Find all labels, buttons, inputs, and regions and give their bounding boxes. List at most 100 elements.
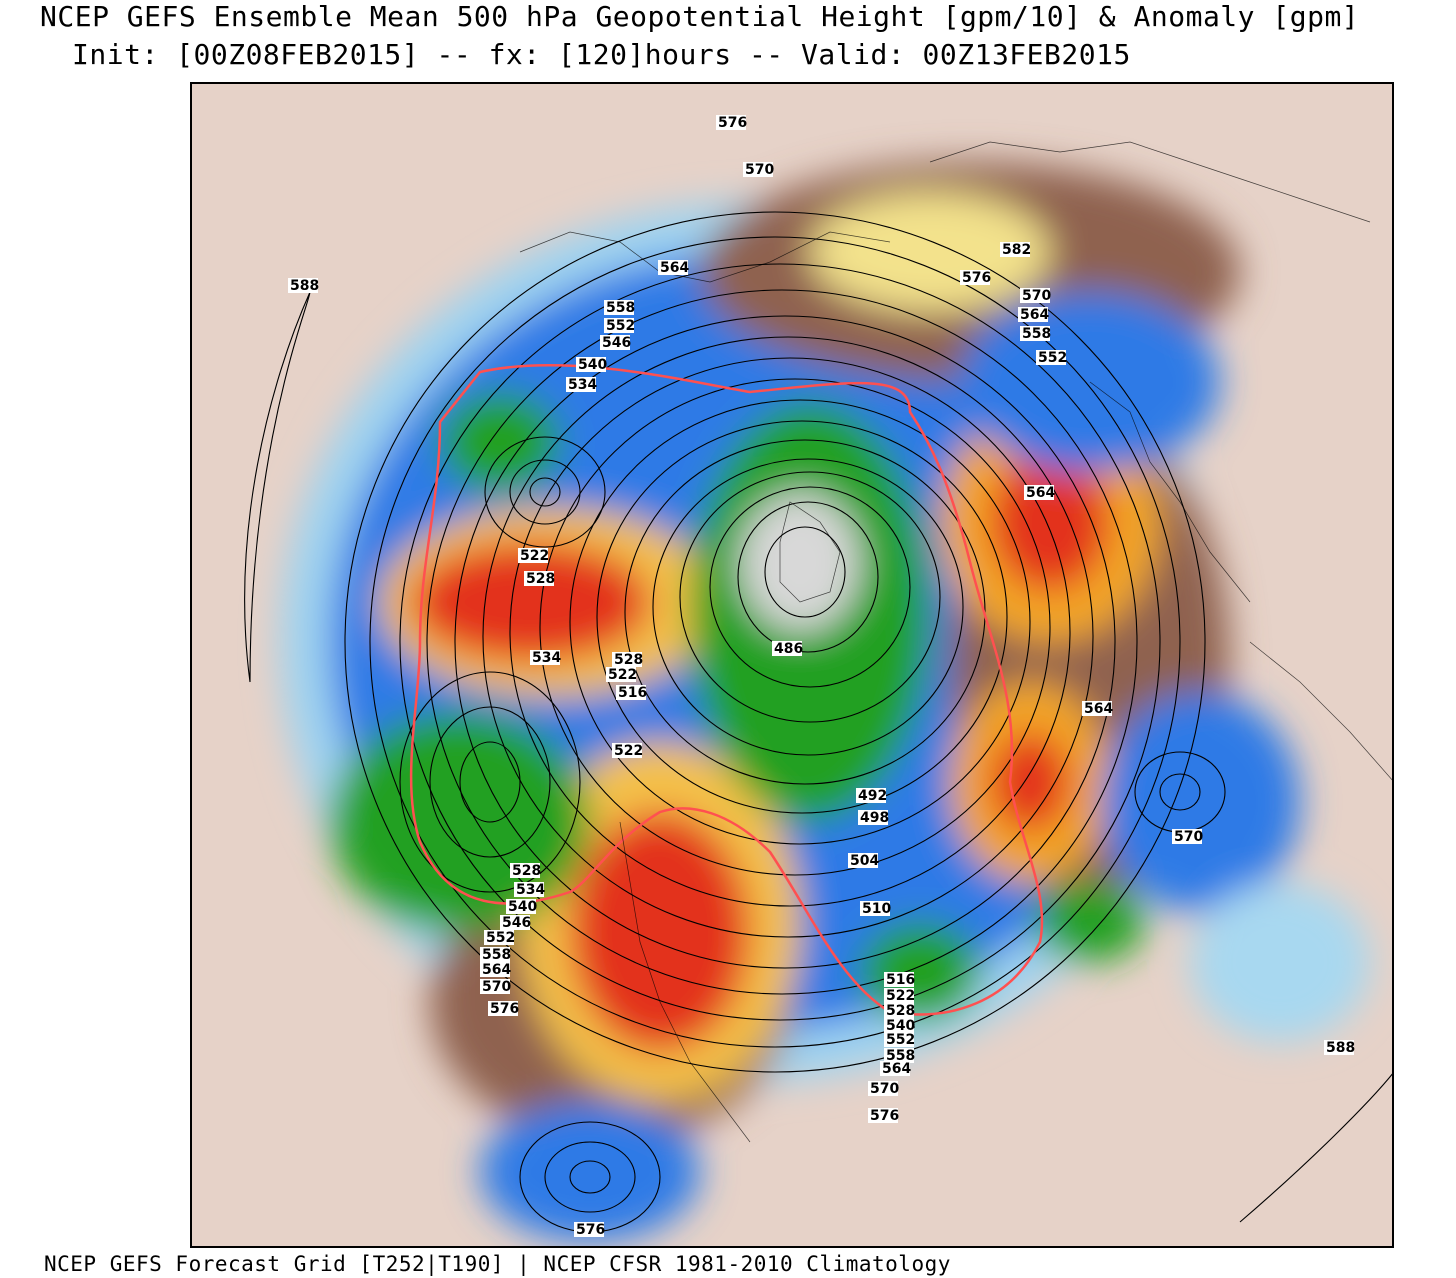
- contour-label-528: 528: [884, 1003, 915, 1019]
- contour-label-text: 498: [860, 810, 889, 826]
- contour-label-bg: [1172, 829, 1202, 844]
- contour-label-564: 564: [1024, 485, 1055, 501]
- map-border: [190, 82, 1394, 1248]
- contour-label-534: 534: [514, 882, 545, 898]
- contour-label-text: 486: [774, 641, 803, 657]
- contour-label-bg: [606, 667, 636, 682]
- contour-label-570: 570: [480, 979, 511, 995]
- contour-label-540: 540: [884, 1018, 915, 1034]
- contour-label-text: 522: [520, 548, 549, 564]
- contour-label-bg: [860, 901, 890, 916]
- contour-label-bg: [600, 335, 630, 350]
- contour-label-552: 552: [884, 1032, 915, 1048]
- coastlines: [519, 141, 1394, 1143]
- contour-label-570: 570: [1172, 829, 1203, 845]
- contour-label-552: 552: [1036, 350, 1067, 366]
- contour-label-text: 516: [886, 972, 915, 988]
- contour-label-bg: [868, 1081, 898, 1096]
- contour-label-588: 588: [288, 278, 319, 294]
- contour-label-522: 522: [612, 743, 643, 759]
- contour-label-588: 588: [1324, 1040, 1355, 1056]
- contour-label-text: 534: [516, 882, 545, 898]
- contour-label-558: 558: [604, 300, 635, 316]
- contour-label-bg: [514, 882, 544, 897]
- contour-label-text: 564: [1020, 307, 1049, 323]
- contour-label-text: 564: [660, 260, 689, 276]
- contour-label-bg: [884, 1018, 914, 1033]
- contour-label-bg: [858, 810, 888, 825]
- map-title: NCEP GEFS Ensemble Mean 500 hPa Geopoten…: [40, 0, 1360, 33]
- contour-label-text: 570: [1022, 288, 1051, 304]
- contour-label-564: 564: [880, 1061, 911, 1077]
- contour-label-534: 534: [530, 650, 561, 666]
- contour-label-text: 522: [614, 743, 643, 759]
- contour-label-528: 528: [510, 863, 541, 879]
- contour-label-text: 534: [532, 650, 561, 666]
- contour-label-text: 552: [886, 1032, 915, 1048]
- contour-label-bg: [500, 915, 530, 930]
- contour-label-bg: [848, 853, 878, 868]
- map-subtitle: Init: [00Z08FEB2015] -- fx: [120]hours -…: [72, 38, 1131, 71]
- contour-label-bg: [530, 650, 560, 665]
- contour-label-552: 552: [484, 930, 515, 946]
- contour-label-text: 558: [886, 1048, 915, 1064]
- height-contours: [244, 211, 1394, 1233]
- contour-label-bg: [658, 260, 688, 275]
- contour-label-bg: [884, 988, 914, 1003]
- contour-label-bg: [480, 947, 510, 962]
- contour-label-510: 510: [860, 901, 891, 917]
- contour-label-text: 570: [1174, 829, 1203, 845]
- contour-label-text: 564: [882, 1061, 911, 1077]
- contour-label-564: 564: [658, 260, 689, 276]
- contour-label-bg: [716, 115, 746, 130]
- contour-label-bg: [480, 979, 510, 994]
- contour-label-bg: [1024, 485, 1054, 500]
- contour-label-492: 492: [856, 788, 887, 804]
- contour-label-552: 552: [604, 318, 635, 334]
- contour-label-522: 522: [518, 548, 549, 564]
- contour-label-504: 504: [848, 853, 879, 869]
- contour-label-text: 546: [502, 915, 531, 931]
- contour-label-bg: [574, 1222, 604, 1237]
- contour-label-text: 552: [486, 930, 515, 946]
- contour-label-522: 522: [606, 667, 637, 683]
- contour-label-bg: [1020, 288, 1050, 303]
- contour-label-bg: [480, 962, 510, 977]
- contour-label-text: 528: [512, 863, 541, 879]
- contour-label-text: 522: [886, 988, 915, 1004]
- contour-label-text: 582: [1002, 242, 1031, 258]
- contour-label-564: 564: [1082, 701, 1113, 717]
- contour-label-582: 582: [1000, 242, 1031, 258]
- contour-label-528: 528: [612, 652, 643, 668]
- contour-label-text: 528: [886, 1003, 915, 1019]
- contour-label-570: 570: [1020, 288, 1051, 304]
- contour-label-564: 564: [480, 962, 511, 978]
- anomaly-map: 5765705645585525465405345885825765705645…: [190, 82, 1394, 1248]
- contour-label-bg: [524, 571, 554, 586]
- contour-label-text: 504: [850, 853, 879, 869]
- contour-label-bg: [616, 685, 646, 700]
- contour-label-498: 498: [858, 810, 889, 826]
- contour-label-486: 486: [772, 641, 803, 657]
- contour-label-576: 576: [716, 115, 747, 131]
- contour-label-text: 546: [602, 335, 631, 351]
- contour-label-bg: [856, 788, 886, 803]
- contour-label-bg: [880, 1061, 910, 1076]
- contour-label-570: 570: [743, 162, 774, 178]
- contour-label-text: 588: [290, 278, 319, 294]
- contour-label-text: 540: [886, 1018, 915, 1034]
- contour-label-516: 516: [884, 972, 915, 988]
- contour-label-bg: [868, 1108, 898, 1123]
- contour-label-text: 564: [482, 962, 511, 978]
- contour-label-bg: [1036, 350, 1066, 365]
- contour-label-540: 540: [576, 357, 607, 373]
- contour-label-bg: [566, 377, 596, 392]
- map-footer: NCEP GEFS Forecast Grid [T252|T190] | NC…: [44, 1252, 951, 1276]
- contour-label-text: 528: [526, 571, 555, 587]
- contour-label-540: 540: [506, 899, 537, 915]
- contour-label-text: 576: [718, 115, 747, 131]
- contour-label-bg: [518, 548, 548, 563]
- contour-label-516: 516: [616, 685, 647, 701]
- contour-label-558: 558: [480, 947, 511, 963]
- contour-label-text: 570: [482, 979, 511, 995]
